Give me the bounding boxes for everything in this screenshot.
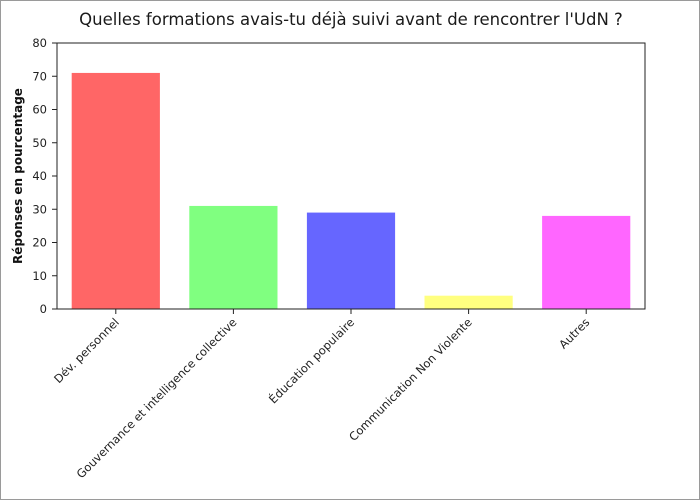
y-tick-label: 10	[32, 269, 47, 283]
y-axis-label: Réponses en pourcentage	[11, 88, 25, 264]
x-tick-label: Autres	[556, 315, 592, 351]
x-tick-label: Communication Non Violente	[346, 315, 475, 444]
bar	[306, 212, 396, 309]
y-tick-label: 20	[32, 236, 47, 250]
bar	[542, 215, 631, 309]
bar	[189, 205, 278, 309]
plot-area-border	[56, 42, 646, 310]
y-tick-label: 80	[32, 36, 47, 50]
y-tick-label: 60	[32, 103, 47, 117]
y-tick-label: 40	[32, 169, 47, 183]
y-tick-label: 70	[32, 69, 47, 83]
bar	[424, 295, 513, 309]
bar	[71, 72, 160, 309]
y-tick-label: 50	[32, 136, 47, 150]
x-tick-label: Dév. personnel	[51, 315, 122, 386]
y-tick-label: 0	[40, 302, 47, 316]
y-axis-ticks: 0 10 20 30 40 50 60 70 80	[32, 36, 57, 316]
chart-title: Quelles formations avais-tu déjà suivi a…	[79, 10, 623, 29]
x-tick-label: Éducation populaire	[265, 315, 357, 407]
bars	[71, 72, 631, 309]
y-tick-label: 30	[32, 202, 47, 216]
